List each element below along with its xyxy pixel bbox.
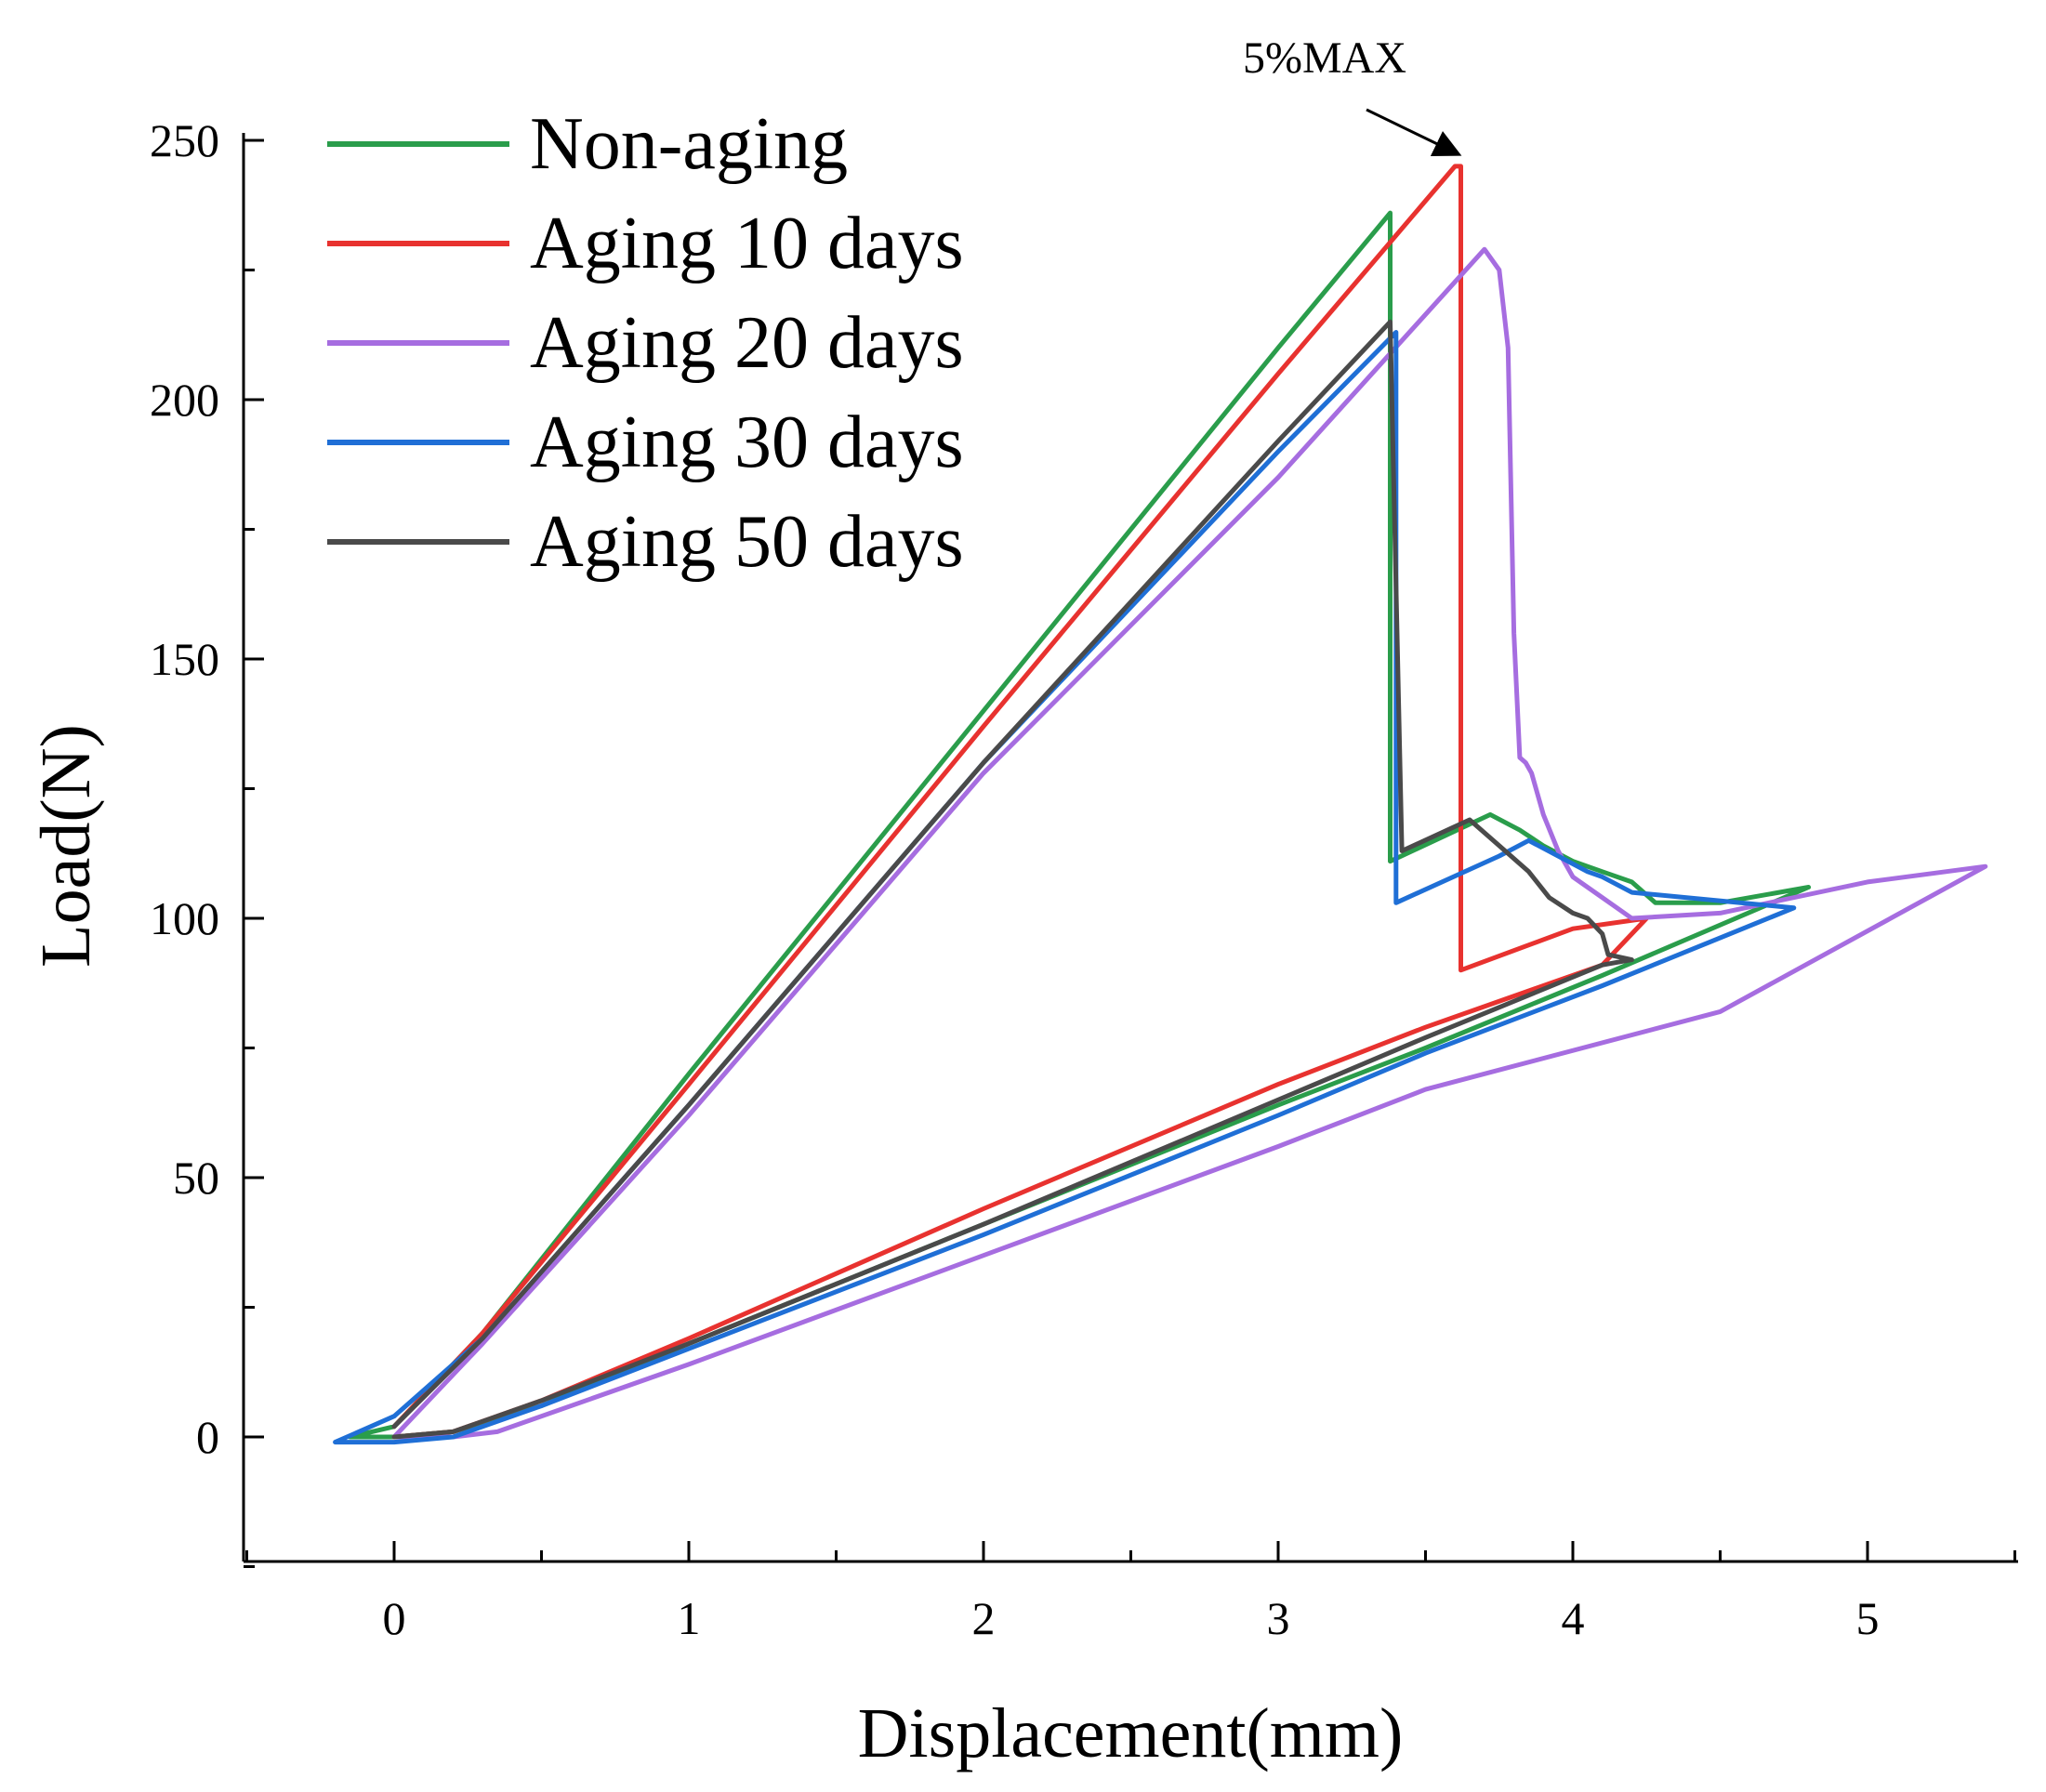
x-tick-label: 4 [1562, 1592, 1585, 1644]
y-tick-label: 150 [150, 633, 219, 685]
legend-label: Aging 30 days [530, 402, 964, 483]
y-tick-label: 200 [150, 374, 219, 426]
series-line-aging-10-days [391, 164, 1649, 1440]
series-line-aging-30-days [333, 330, 1797, 1445]
x-tick-label: 3 [1267, 1592, 1290, 1644]
max-annotation: 5%MAX [1243, 33, 1462, 157]
x-tick-label: 5 [1856, 1592, 1880, 1644]
y-tick-label: 250 [150, 114, 219, 166]
x-tick-label: 0 [383, 1592, 406, 1644]
y-axis-title: Load(N) [27, 724, 105, 968]
series-line-aging-20-days [391, 246, 1988, 1440]
y-tick-label: 100 [150, 892, 219, 944]
legend-label: Aging 10 days [530, 203, 964, 284]
legend-label: Non-aging [530, 103, 848, 185]
series-line-non-aging [347, 210, 1812, 1440]
legend-label: Aging 50 days [530, 501, 964, 583]
x-tick-label: 2 [972, 1592, 996, 1644]
annotation-arrow [1366, 108, 1462, 157]
y-tick-label: 50 [173, 1152, 219, 1204]
series-line-aging-50-days [391, 319, 1634, 1440]
x-tick-label: 1 [678, 1592, 701, 1644]
y-tick-label: 0 [196, 1411, 219, 1463]
x-axis-title: Displacement(mm) [858, 1694, 1404, 1772]
legend: Non-aging Aging 10 days Aging 20 days Aging… [327, 103, 964, 583]
legend-label: Aging 20 days [530, 302, 964, 384]
plot-lines [333, 164, 1988, 1445]
annotation-label: 5%MAX [1243, 33, 1406, 83]
